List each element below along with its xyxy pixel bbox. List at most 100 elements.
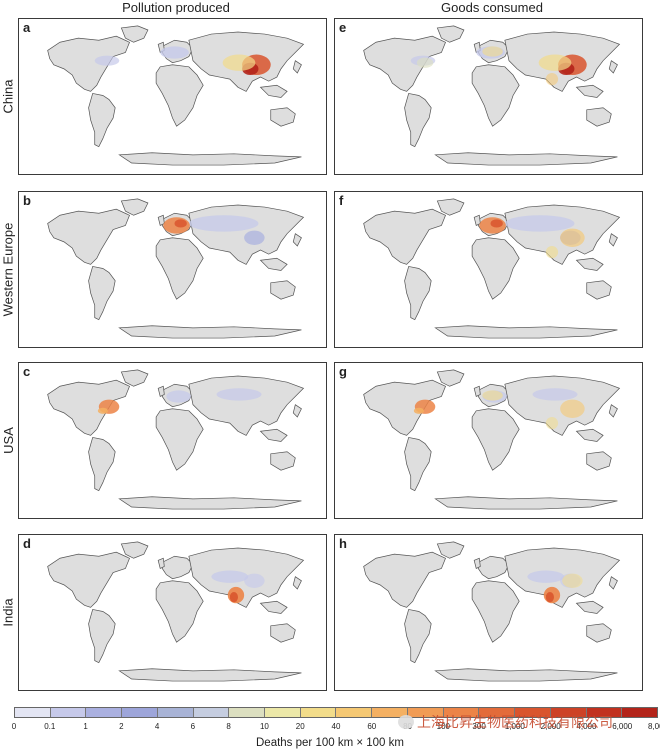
panel-letter: h [339, 536, 347, 551]
land-outline [471, 64, 520, 127]
land-outline [155, 64, 204, 127]
land-outline [363, 208, 446, 265]
land-outline [188, 375, 305, 436]
legend-tick-label: 1 [83, 722, 88, 731]
land-outline [157, 557, 165, 570]
land-outline [586, 623, 612, 643]
legend-swatch [479, 708, 516, 717]
land-outline [363, 35, 446, 92]
land-outline [120, 25, 149, 43]
land-outline [259, 428, 288, 442]
land-outline [155, 237, 204, 300]
map-panel-h: h [334, 534, 643, 691]
land-outline [404, 93, 432, 148]
impact-region [413, 407, 425, 414]
impact-region [244, 573, 265, 588]
map-panel-a: a [18, 18, 327, 175]
map-panel-e: e [334, 18, 643, 175]
land-outline [88, 437, 116, 492]
legend-tick-label: 8,000 [647, 722, 660, 731]
legend-swatch [407, 708, 444, 717]
panel-letter: f [339, 193, 344, 208]
land-outline [434, 325, 618, 339]
impact-region [490, 219, 503, 228]
land-outline [575, 428, 604, 442]
column-title-pollution-produced: Pollution produced [122, 0, 230, 15]
land-outline [586, 451, 612, 471]
legend-tick-label: 8 [226, 722, 231, 731]
land-outline [404, 609, 432, 664]
land-outline [473, 214, 481, 227]
land-outline [471, 408, 520, 471]
legend-swatch [515, 708, 551, 717]
land-outline [471, 237, 520, 300]
land-outline [259, 84, 288, 98]
land-outline [270, 623, 296, 643]
impact-region [166, 390, 191, 403]
land-outline [363, 551, 446, 608]
legend-swatch [622, 708, 657, 717]
legend-tick-label: 0 [11, 722, 17, 731]
land-outline [404, 266, 432, 321]
world-map [363, 198, 621, 339]
impact-region [545, 72, 559, 86]
land-outline [434, 496, 618, 510]
land-outline [608, 60, 618, 74]
legend-swatch [443, 708, 480, 717]
world-map [363, 369, 621, 510]
legend-tick-label: 0.1 [44, 722, 56, 731]
impact-region [538, 54, 572, 71]
legend-color-bar [14, 707, 658, 718]
land-outline [47, 208, 130, 265]
land-outline [157, 385, 165, 398]
legend-swatch [229, 708, 266, 717]
land-outline [270, 280, 296, 300]
wechat-icon [398, 715, 414, 729]
impact-region [216, 388, 262, 401]
map-panel-d: d [18, 534, 327, 691]
world-map [47, 25, 305, 166]
land-outline [436, 541, 465, 559]
land-outline [575, 257, 604, 271]
land-outline [608, 576, 618, 590]
land-outline [436, 198, 465, 216]
impact-region [94, 55, 120, 66]
impact-region [482, 390, 503, 401]
land-outline [477, 555, 510, 580]
watermark: 上海比昇生物医药科技有限公司 [398, 712, 613, 732]
land-outline [575, 600, 604, 614]
impact-region [229, 592, 238, 603]
land-outline [118, 496, 302, 510]
map-panel-b: b [18, 191, 327, 348]
legend-tick-label: 300 [472, 722, 486, 731]
map-panel-c: c [18, 362, 327, 519]
land-outline [292, 60, 302, 74]
legend-swatch [300, 708, 337, 717]
legend-tick-label: 4 [154, 722, 160, 731]
panel-letter: g [339, 364, 347, 379]
legend-swatch [372, 708, 408, 717]
impact-region [416, 57, 434, 68]
land-outline [434, 668, 618, 682]
land-outline [292, 233, 302, 247]
impact-region [545, 245, 559, 259]
row-label-western-europe: Western Europe [0, 222, 16, 317]
impact-region [222, 54, 256, 71]
land-outline [118, 668, 302, 682]
legend-swatch [86, 708, 123, 717]
land-outline [586, 107, 612, 127]
impact-region [174, 219, 187, 228]
legend-swatch [15, 708, 51, 717]
legend-swatch [550, 708, 587, 717]
world-map [363, 25, 621, 166]
land-outline [270, 107, 296, 127]
land-outline [118, 325, 302, 339]
impact-region [545, 416, 559, 430]
legend-swatch [122, 708, 158, 717]
legend-tick-label: 10 [259, 722, 269, 731]
row-label-india: India [0, 598, 16, 627]
land-outline [436, 369, 465, 387]
land-outline [118, 152, 302, 166]
legend-tick-label: 60 [367, 722, 377, 731]
land-outline [270, 451, 296, 471]
